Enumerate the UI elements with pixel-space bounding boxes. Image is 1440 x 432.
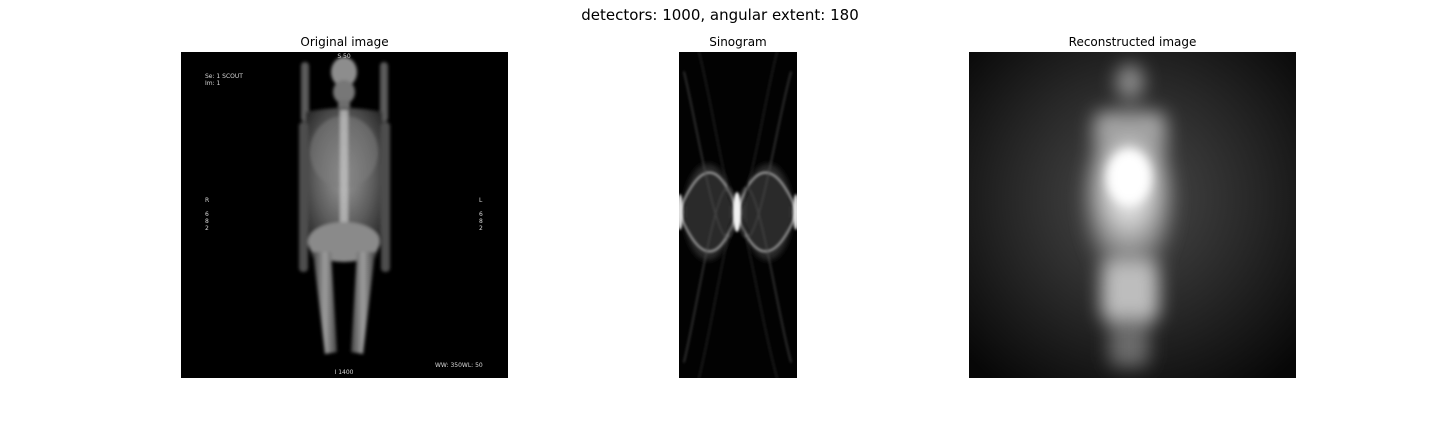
overlay-top-label: S 50: [337, 53, 351, 60]
overlay-right-side: L: [479, 197, 483, 204]
overlay-right-num-2: 8: [479, 218, 483, 225]
original-xray: S 50 Se: 1 SCOUT Im: 1 R 6 8 2 L 6 8 2 I…: [181, 52, 508, 378]
sinogram-plot: [679, 52, 797, 378]
overlay-left-num-1: 6: [205, 211, 209, 218]
overlay-image: Im: 1: [205, 80, 221, 87]
overlay-right-num-3: 2: [479, 225, 483, 232]
overlay-right-num-1: 6: [479, 211, 483, 218]
reconstructed-image: [969, 52, 1296, 378]
overlay-series: Se: 1 SCOUT: [205, 73, 243, 80]
overlay-left-num-3: 2: [205, 225, 209, 232]
sinogram-image: [679, 52, 797, 378]
overlay-window: WW: 350WL: 50: [435, 362, 483, 369]
overlay-bottom-label: I 1400: [335, 369, 354, 376]
panel-title-sinogram: Sinogram: [709, 35, 767, 49]
original-image: S 50 Se: 1 SCOUT Im: 1 R 6 8 2 L 6 8 2 I…: [181, 52, 508, 378]
reconstructed-plot: [969, 52, 1296, 378]
panel-title-reconstructed: Reconstructed image: [1068, 35, 1197, 49]
overlay-left-side: R: [205, 197, 209, 204]
figure-title: detectors: 1000, angular extent: 180: [581, 6, 859, 24]
panel-title-original: Original image: [300, 35, 389, 49]
overlay-left-num-2: 8: [205, 218, 209, 225]
